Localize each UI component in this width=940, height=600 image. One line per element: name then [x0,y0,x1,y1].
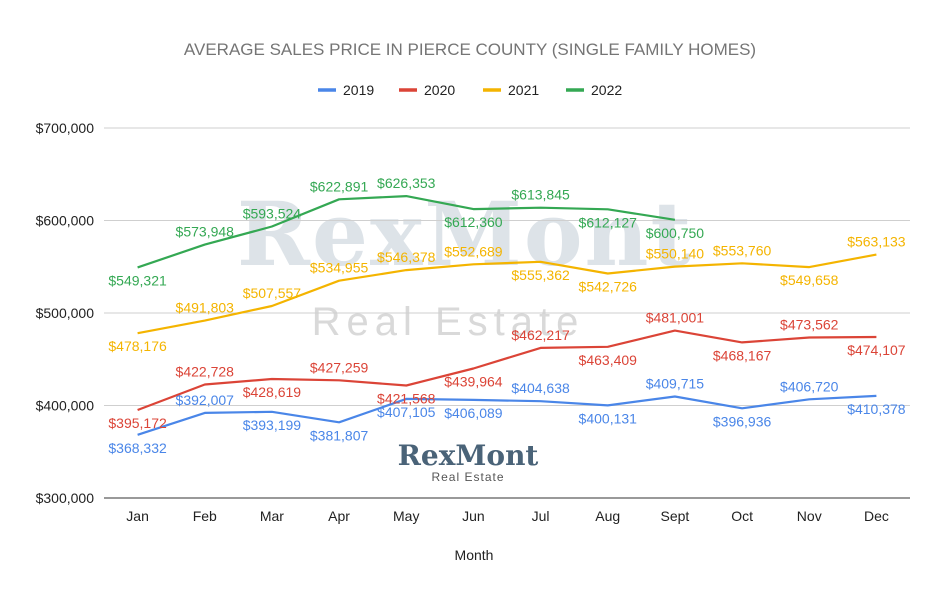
data-label-2020: $463,409 [579,352,638,368]
data-label-2021: $491,803 [176,300,235,316]
data-label-2020: $462,217 [511,327,570,343]
series-line-2019 [137,394,877,436]
x-axis-title: Month [455,547,494,563]
data-label-2019: $368,332 [108,440,167,456]
data-label-2021: $555,362 [511,267,570,283]
series-line-2021 [137,253,877,335]
data-label-2019: $410,378 [847,401,906,417]
data-label-2020: $439,964 [444,374,503,390]
data-label-2019: $404,638 [511,380,570,396]
series-layer [137,195,877,436]
data-label-2019: $393,199 [243,417,302,433]
y-tick-label: $300,000 [36,490,95,506]
watermark-sub: Real Estate [312,300,585,344]
series-line-2020 [137,329,877,412]
data-label-2022: $549,321 [108,272,167,288]
x-tick-label: Oct [731,508,753,524]
data-label-2021: $550,140 [646,246,705,262]
data-label-2020: $421,568 [377,391,436,407]
data-label-2022: $573,948 [176,224,235,240]
data-label-2020: $427,259 [310,359,369,375]
data-label-2019: $381,807 [310,427,369,443]
data-label-2022: $622,891 [310,178,369,194]
data-label-2020: $428,619 [243,384,302,400]
data-label-2019: $406,720 [780,378,839,394]
data-label-2021: $534,955 [310,260,369,276]
data-label-2021: $478,176 [108,338,167,354]
data-label-2020: $422,728 [176,363,235,379]
data-label-2022: $613,845 [511,187,570,203]
legend-label: 2021 [508,82,539,98]
x-tick-label: Jun [462,508,485,524]
data-label-2020: $473,562 [780,316,839,332]
x-tick-label: Sept [661,508,690,524]
data-label-2021: $507,557 [243,285,302,301]
data-label-2021: $553,760 [713,242,772,258]
data-label-2021: $542,726 [579,278,638,294]
y-tick-label: $700,000 [36,120,95,136]
data-label-2022: $600,750 [646,225,705,241]
logo-brand: RexMont [398,439,539,472]
x-tick-label: Aug [595,508,620,524]
data-label-2022: $626,353 [377,175,436,191]
data-label-2019: $407,105 [377,404,436,420]
logo-sub: Real Estate [431,470,504,484]
y-tick-label: $600,000 [36,213,95,229]
data-label-2021: $546,378 [377,249,436,265]
data-label-2019: $406,089 [444,405,503,421]
logo: RexMont Real Estate [398,439,539,484]
legend: 2019 2020 2021 2022 [318,82,622,98]
legend-label: 2022 [591,82,622,98]
x-tick-label: Dec [864,508,889,524]
data-label-2021: $552,689 [444,243,503,259]
data-label-2019: $396,936 [713,413,772,429]
data-label-2020: $474,107 [847,342,906,358]
data-label-2021: $563,133 [847,234,906,250]
x-tick-label: Nov [797,508,822,524]
legend-label: 2020 [424,82,455,98]
x-tick-label: Jul [532,508,550,524]
x-tick-label: Jan [126,508,149,524]
data-label-2019: $409,715 [646,376,705,392]
data-label-2019: $400,131 [579,410,638,426]
x-axis: Jan Feb Mar Apr May Jun Jul Aug Sept Oct Nov Dec [126,508,889,524]
watermark: RexMont Real Estate [237,182,693,344]
x-tick-label: May [393,508,419,524]
data-label-2022: $612,360 [444,214,503,230]
data-label-2022: $612,127 [579,214,638,230]
x-tick-label: Feb [193,508,217,524]
legend-label: 2019 [343,82,374,98]
chart-title: AVERAGE SALES PRICE IN PIERCE COUNTY (SI… [184,40,756,59]
data-label-2020: $468,167 [713,347,772,363]
x-tick-label: Mar [260,508,284,524]
data-label-2021: $549,658 [780,272,839,288]
x-tick-label: Apr [328,508,350,524]
data-label-2020: $481,001 [646,310,705,326]
y-axis: $300,000 $400,000 $500,000 $600,000 $700,000 [36,120,95,506]
data-label-2020: $395,172 [108,415,167,431]
y-tick-label: $500,000 [36,305,95,321]
y-tick-label: $400,000 [36,398,95,414]
data-labels: $368,332 $392,007 $393,199 $381,807 $407,105… [108,175,905,456]
data-label-2022: $593,524 [243,205,302,221]
data-label-2019: $392,007 [176,392,235,408]
series-line-2022 [137,195,676,269]
watermark-brand: RexMont [237,182,693,286]
